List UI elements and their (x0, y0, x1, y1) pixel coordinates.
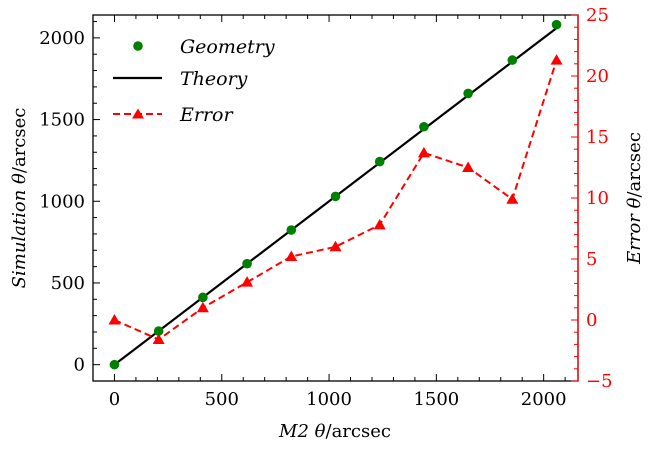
y-left-tick-label: 1500 (39, 110, 85, 131)
x-tick-label: 0 (109, 389, 120, 410)
y-right-tick-label: 5 (586, 249, 597, 270)
y-right-tick-label: 0 (586, 310, 597, 331)
y-right-tick-label: 20 (586, 66, 609, 87)
geometry-point (507, 55, 518, 65)
x-axis-title: M2 θ/arcsec (278, 421, 391, 442)
error-point (108, 314, 121, 325)
legend-error-marker (132, 108, 144, 119)
geometry-point (153, 326, 164, 336)
geometry-point (330, 191, 341, 202)
error-point (241, 276, 254, 287)
y-right-axis-title: Error θ/arcsec (624, 132, 645, 265)
error-point (462, 161, 475, 172)
x-tick-label: 1000 (306, 389, 352, 410)
legend-error-label: Error (179, 104, 234, 126)
geometry-point (551, 19, 562, 30)
legend-entry-geometry: Geometry (133, 36, 275, 58)
x-tick-label: 1500 (413, 389, 459, 410)
geometry-point (198, 292, 208, 303)
geometry-point (242, 258, 252, 269)
legend-geometry-marker (133, 41, 143, 51)
geometry-point (463, 88, 473, 99)
error-point (329, 240, 342, 252)
error-point (506, 193, 519, 204)
geometry-point (374, 156, 385, 167)
y-right-tick-label: 15 (586, 127, 609, 148)
legend-theory-label: Theory (180, 68, 248, 90)
error-point (196, 301, 209, 313)
y-left-tick-label: 500 (51, 273, 85, 294)
error-point (417, 146, 430, 158)
legend-entry-theory: Theory (113, 68, 248, 90)
geometry-point (286, 225, 297, 235)
geometry-point (109, 359, 120, 370)
x-tick-label: 500 (205, 389, 239, 410)
y-left-axis-title: Simulation θ/arcsec (9, 108, 30, 289)
x-tick-label: 2000 (521, 389, 567, 410)
y-right-tick-label: −5 (586, 371, 613, 392)
y-right-tick-label: 25 (586, 5, 609, 26)
error-point (152, 333, 165, 345)
error-point (285, 250, 298, 262)
legend: Geometry Theory Error (113, 36, 275, 126)
geometry-point (419, 121, 429, 132)
y-left-tick-label: 1000 (39, 191, 85, 212)
y-right-tick-label: 10 (586, 188, 609, 209)
legend-entry-error: Error (113, 104, 234, 126)
y-left-tick-label: 2000 (39, 28, 85, 49)
legend-geometry-label: Geometry (180, 36, 275, 58)
error-point (550, 54, 563, 65)
error-point (373, 218, 386, 230)
y-left-tick-label: 0 (74, 355, 85, 376)
